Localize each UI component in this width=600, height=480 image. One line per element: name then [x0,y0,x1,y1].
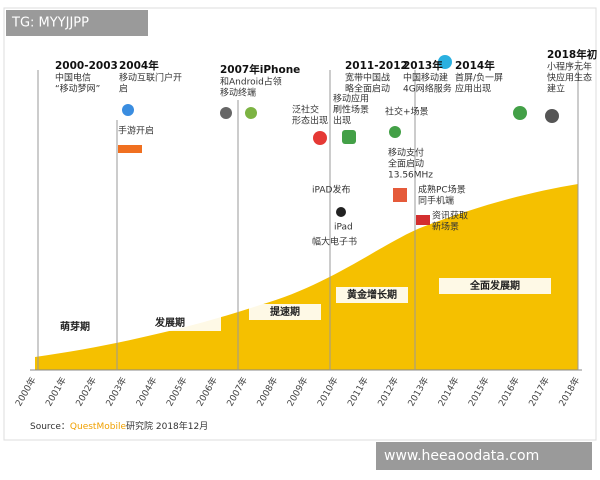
event-text: “移动梦网” [55,83,100,95]
site: www.heeaoodata.com [384,448,539,464]
watermark-box [6,10,148,36]
note-text: 13.56MHz [388,171,433,181]
note-text: 泛社交 [292,104,319,116]
event-text: 应用出现 [455,83,491,95]
event-text: 移动互联门户开 [119,72,182,84]
event-text: 中国移动建 [403,72,448,84]
note-text: 全面启动 [388,158,424,170]
source-prefix: Source： [30,422,70,432]
note-text: 新场景 [432,221,459,233]
phase-bar [439,278,551,294]
watermark: TG: MYYJJPP [11,16,89,31]
site-box [376,442,592,470]
note-text: 出现 [333,115,351,127]
event-title: 2007年iPhone [220,63,300,76]
note-text: 社交+场景 [385,106,429,118]
note-text: 手游开启 [118,125,154,137]
event-text: 建立 [547,83,565,95]
icons [118,55,559,225]
event-title: 2011-2012 [345,60,408,72]
event-text: 首屏/负一屏 [455,72,503,84]
event-title: 2004年 [119,59,159,72]
phase-label: 发展期 [154,316,185,329]
era-lines [37,60,579,370]
phase-label: 黄金增长期 [347,288,397,301]
note-text: 成熟PC场景 [418,184,466,196]
note-text: iPAD发布 [312,184,350,196]
event-text: 启 [119,83,128,95]
note-text: 幅大电子书 [312,236,357,248]
event-text: 和Android占领 [220,76,282,88]
phase-bar [249,304,321,320]
phase-bar [49,319,101,335]
source-suffix: 研究院 2018年12月 [126,420,208,432]
event-text: 宽带中国战 [345,72,390,84]
phase-bar [336,287,408,303]
event-text: 4G网络服务 [403,83,452,95]
event-title: 2018年初 [547,48,597,61]
growth-area [35,184,578,370]
note-text: 同手机端 [418,195,454,207]
event-title: 2000-2003 [55,60,118,72]
note-text: 形态出现 [292,115,328,127]
phase-label: 萌芽期 [60,320,90,333]
event-text: 移动终端 [220,87,256,99]
note-text: 移动应用 [333,93,369,105]
source-brand: QuestMobile [70,422,127,432]
phase-bar [119,315,221,331]
event-text: 快应用生态 [547,72,592,84]
note-text: iPad [334,223,353,233]
note-text: 刷性场景 [333,104,369,116]
event-text: 中国电信 [55,72,91,84]
event-text: 略全面启动 [345,83,390,95]
event-title: 2013年 [403,59,443,72]
note-text: 资讯获取 [432,211,468,222]
note-text: 移动支付 [388,147,424,159]
phase-label: 全面发展期 [469,279,520,292]
phase-label: 提速期 [270,305,300,318]
event-title: 2014年 [455,59,495,72]
source: Source：QuestMobile研究院 2018年12月 [30,420,208,432]
event-text: 小程序元年 [547,61,592,73]
